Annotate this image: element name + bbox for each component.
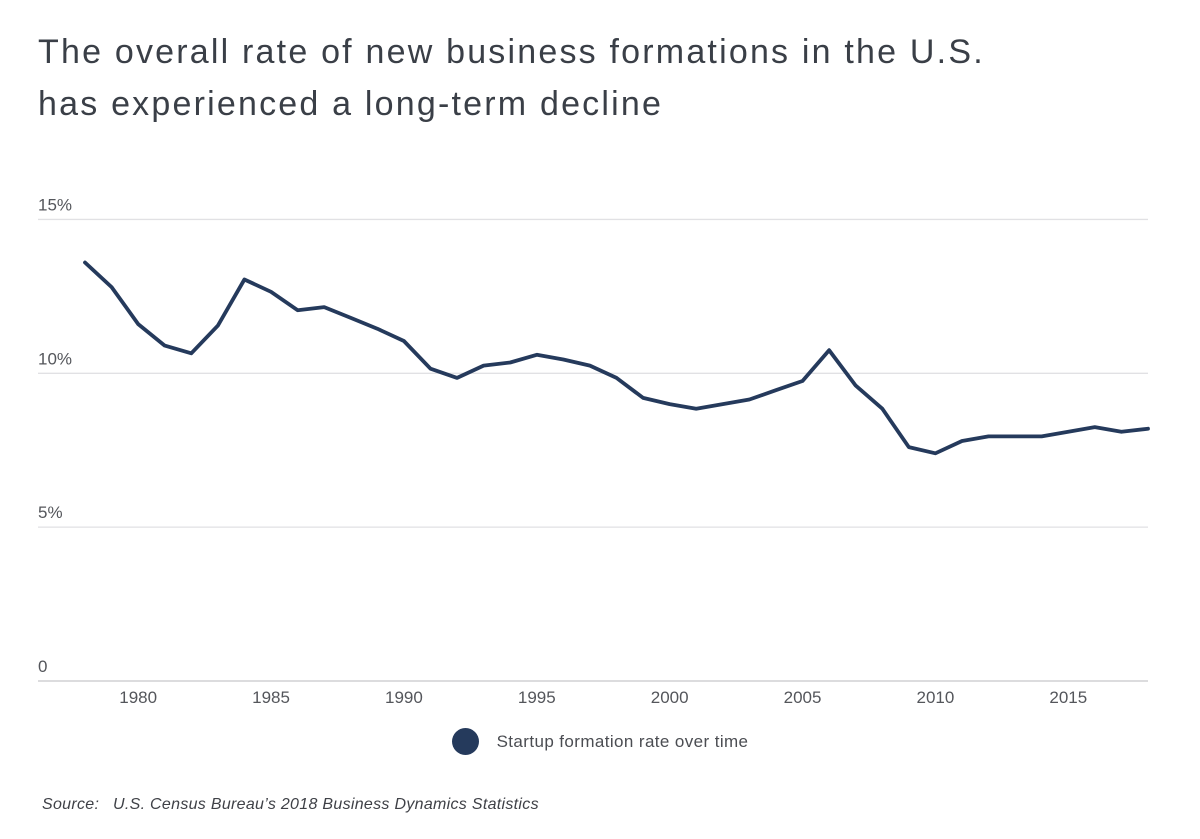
source-text: U.S. Census Bureau’s 2018 Business Dynam…: [113, 796, 539, 813]
y-tick-label: 0: [38, 657, 47, 676]
chart-legend: Startup formation rate over time: [0, 728, 1200, 755]
x-tick-label: 2000: [651, 688, 689, 707]
chart-title: The overall rate of new business formati…: [38, 26, 1178, 130]
x-tick-label: 1990: [385, 688, 423, 707]
series-line: [83, 260, 1150, 456]
chart-title-line1: The overall rate of new business formati…: [38, 33, 985, 71]
source-note: Source: U.S. Census Bureau’s 2018 Busine…: [42, 796, 539, 814]
x-tick-label: 1985: [252, 688, 290, 707]
y-tick-label: 10%: [38, 349, 72, 368]
chart-title-line2: has experienced a long-term decline: [38, 85, 664, 123]
x-tick-label: 2010: [916, 688, 954, 707]
x-tick-label: 2015: [1049, 688, 1087, 707]
legend-label: Startup formation rate over time: [496, 731, 749, 751]
source-prefix: Source:: [42, 796, 100, 813]
x-tick-label: 1980: [119, 688, 157, 707]
y-tick-label: 5%: [38, 503, 63, 522]
legend-dot-icon: [451, 728, 479, 755]
x-tick-label: 2005: [784, 688, 822, 707]
y-tick-label: 15%: [38, 195, 72, 214]
x-tick-label: 1995: [518, 688, 556, 707]
